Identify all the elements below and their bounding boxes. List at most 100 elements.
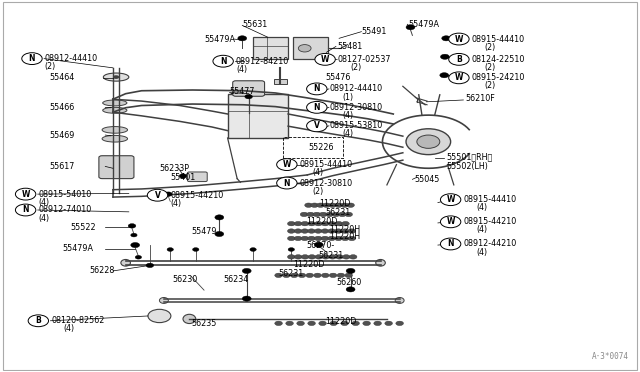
Text: 55469: 55469 — [49, 131, 74, 140]
Circle shape — [449, 54, 469, 65]
Circle shape — [306, 273, 314, 278]
Text: (4): (4) — [476, 248, 487, 257]
Circle shape — [308, 229, 316, 233]
Text: W: W — [283, 160, 291, 169]
Circle shape — [250, 248, 256, 251]
Circle shape — [308, 255, 316, 259]
Text: 55617: 55617 — [49, 162, 74, 171]
Text: (4): (4) — [236, 65, 247, 74]
Text: 55501〈RH〉: 55501〈RH〉 — [446, 153, 492, 162]
Circle shape — [335, 229, 342, 233]
Text: 11220D: 11220D — [325, 317, 356, 326]
Circle shape — [385, 321, 392, 326]
Circle shape — [148, 310, 171, 323]
Text: 56231: 56231 — [325, 208, 350, 217]
Circle shape — [329, 273, 337, 278]
Text: 55479A: 55479A — [204, 35, 235, 44]
Circle shape — [179, 174, 187, 178]
Circle shape — [147, 189, 168, 201]
Circle shape — [275, 273, 282, 278]
Circle shape — [349, 255, 357, 259]
Circle shape — [131, 243, 140, 248]
Circle shape — [307, 102, 327, 113]
FancyBboxPatch shape — [99, 156, 134, 179]
Text: A·3*0074: A·3*0074 — [592, 352, 629, 361]
Text: (4): (4) — [38, 198, 49, 207]
Text: 56228: 56228 — [90, 266, 115, 275]
Text: 56234: 56234 — [223, 275, 248, 283]
Text: 08915-44410: 08915-44410 — [300, 160, 353, 169]
Circle shape — [276, 177, 297, 189]
Circle shape — [342, 255, 350, 259]
Ellipse shape — [183, 314, 196, 324]
Circle shape — [313, 212, 321, 217]
Circle shape — [348, 229, 356, 233]
Text: V: V — [155, 191, 161, 200]
Circle shape — [440, 238, 461, 250]
Ellipse shape — [102, 126, 127, 133]
Text: 56230: 56230 — [172, 275, 197, 283]
Text: (4): (4) — [64, 324, 75, 333]
Text: 55479: 55479 — [191, 227, 217, 235]
Circle shape — [340, 203, 348, 208]
Text: (4): (4) — [312, 168, 323, 177]
Circle shape — [340, 321, 348, 326]
Text: 55226: 55226 — [308, 144, 334, 153]
Text: 55491: 55491 — [362, 27, 387, 36]
Text: 55479A: 55479A — [408, 20, 439, 29]
Circle shape — [307, 212, 314, 217]
Circle shape — [294, 229, 302, 233]
Text: W: W — [321, 55, 330, 64]
Text: (2): (2) — [45, 62, 56, 71]
Text: 08912-84210: 08912-84210 — [236, 57, 289, 66]
Circle shape — [300, 212, 308, 217]
Text: 55045: 55045 — [414, 175, 440, 184]
Text: W: W — [447, 217, 455, 226]
Circle shape — [315, 255, 323, 259]
Circle shape — [348, 236, 356, 241]
Circle shape — [314, 229, 322, 233]
Circle shape — [287, 236, 295, 241]
Text: 56233P: 56233P — [159, 164, 189, 173]
Circle shape — [193, 248, 199, 251]
Text: N: N — [447, 240, 454, 248]
Ellipse shape — [395, 298, 404, 304]
Circle shape — [215, 215, 224, 220]
Circle shape — [341, 229, 349, 233]
Circle shape — [406, 129, 451, 155]
Circle shape — [282, 273, 290, 278]
Text: 55476: 55476 — [325, 73, 351, 82]
Text: 55401: 55401 — [170, 173, 195, 182]
Text: 56231: 56231 — [278, 269, 304, 278]
Circle shape — [347, 203, 355, 208]
Text: B: B — [456, 55, 462, 64]
Ellipse shape — [121, 260, 131, 266]
Circle shape — [374, 321, 381, 326]
Circle shape — [297, 321, 305, 326]
Circle shape — [301, 229, 308, 233]
Circle shape — [276, 159, 297, 170]
Circle shape — [345, 273, 353, 278]
Ellipse shape — [376, 260, 385, 266]
Ellipse shape — [102, 100, 127, 106]
FancyBboxPatch shape — [233, 81, 264, 96]
Text: 08915-44210: 08915-44210 — [463, 217, 516, 226]
Bar — [253, 37, 288, 59]
Circle shape — [146, 263, 154, 267]
Circle shape — [15, 204, 36, 216]
Circle shape — [298, 273, 306, 278]
Text: 08915-24210: 08915-24210 — [472, 73, 525, 82]
Text: 08912-74010: 08912-74010 — [38, 205, 92, 215]
Text: 08912-44410: 08912-44410 — [45, 54, 98, 63]
Circle shape — [396, 321, 403, 326]
Circle shape — [287, 229, 295, 233]
Circle shape — [307, 120, 327, 132]
Text: (2): (2) — [484, 43, 495, 52]
Circle shape — [406, 25, 415, 30]
Bar — [228, 94, 288, 138]
Text: N: N — [220, 57, 227, 66]
Ellipse shape — [159, 298, 168, 304]
Circle shape — [314, 236, 322, 241]
Text: 55481: 55481 — [338, 42, 363, 51]
Circle shape — [352, 321, 360, 326]
